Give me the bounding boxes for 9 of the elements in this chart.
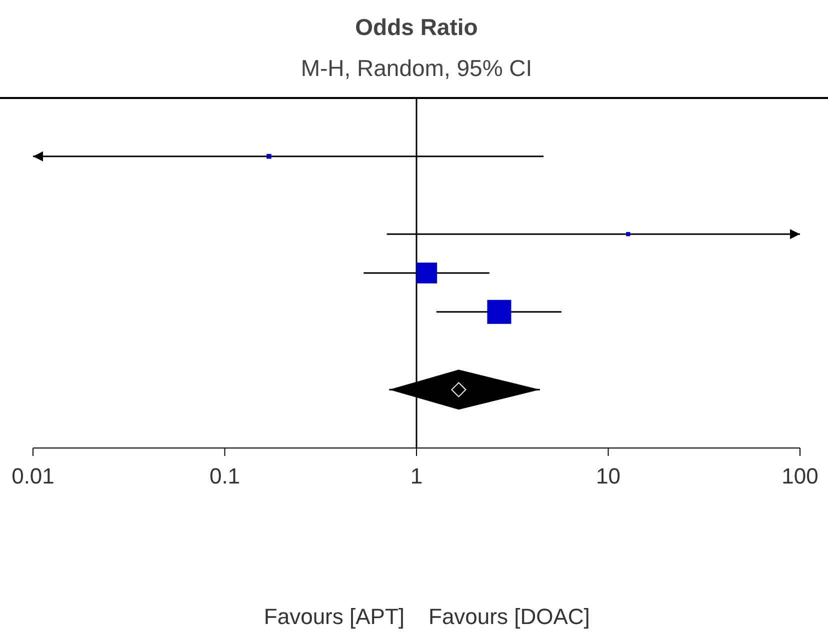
chart-title: Odds Ratio bbox=[354, 14, 479, 41]
x-tick-label: 10 bbox=[596, 464, 620, 489]
chart-subtitle: M-H, Random, 95% CI bbox=[300, 55, 534, 82]
x-tick-label: 0.1 bbox=[209, 464, 240, 489]
x-tick-label: 100 bbox=[782, 464, 818, 489]
x-tick-label: 0.01 bbox=[12, 464, 54, 489]
text: Favours [DOAC] bbox=[428, 604, 590, 630]
text: Favours [APT] bbox=[264, 604, 404, 630]
x-tick-label: 1 bbox=[410, 464, 423, 489]
